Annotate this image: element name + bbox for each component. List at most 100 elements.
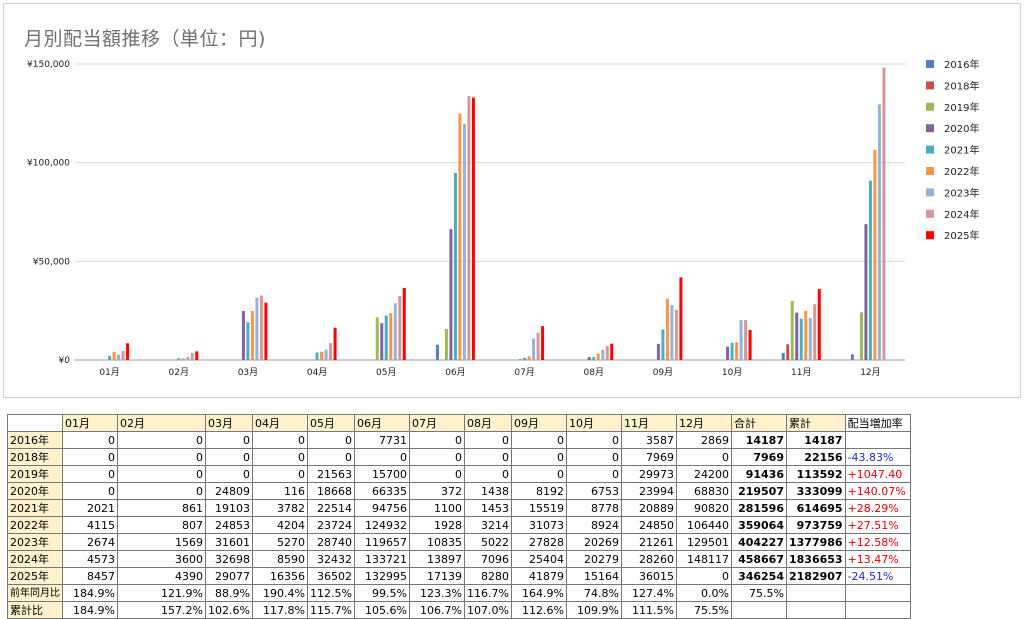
yoy-cell: 116.7% [464, 584, 512, 602]
bar [601, 350, 605, 360]
table-row: 2019年 0 0 0 0 21563 15700 0 0 0 0 29973 24200 91436 11… [7, 465, 911, 483]
bar [444, 329, 448, 360]
column-header: 08月 [464, 414, 512, 432]
bar-chart: ¥0 ¥50,000 ¥100,000 ¥150,000 01月 02月 03月 04月 05月… [27, 58, 979, 378]
table-cell: 0 [117, 448, 206, 466]
table-cell: 23994 [621, 482, 677, 500]
table-cell: 1453 [464, 499, 512, 517]
table-cell: 5022 [464, 533, 512, 551]
column-header: 03月 [205, 414, 253, 432]
table-row: 2025年 8457 4390 29077 16356 36502 132995 17139 8… [7, 567, 911, 585]
table-cell: 129501 [676, 533, 732, 551]
table-cell: 24809 [205, 482, 253, 500]
cumulative-cell: 1377986 [786, 533, 846, 551]
bar [873, 149, 877, 360]
table-corner-cell [7, 414, 63, 432]
table-cell: 21563 [307, 465, 355, 483]
table-cell: 23724 [307, 516, 355, 534]
bar [435, 344, 439, 360]
legend-swatch [926, 81, 934, 90]
table-cell: 0 [62, 482, 118, 500]
bar [384, 315, 388, 360]
table-cell: 7969 [621, 448, 677, 466]
table-cell: 4573 [62, 550, 118, 568]
table-row: 2024年 4573 3600 32698 8590 32432 133721 13897 70… [7, 550, 911, 568]
table-cell: 0 [511, 465, 567, 483]
bar [532, 338, 536, 360]
table-cell: 8280 [464, 567, 512, 585]
table-cell: 3782 [252, 499, 308, 517]
table-cell: 19103 [205, 499, 253, 517]
bar [536, 332, 540, 360]
growth-rate-cell: +140.07% [844, 482, 911, 500]
table-cell: 3214 [464, 516, 512, 534]
table-cell: 0 [409, 448, 465, 466]
table-cell: 1100 [409, 499, 465, 517]
table-cell: 22514 [307, 499, 355, 517]
bar [850, 354, 854, 360]
table-cell: 116 [252, 482, 308, 500]
table-cell: 0 [566, 465, 622, 483]
column-header: 04月 [252, 414, 308, 432]
column-header: 02月 [117, 414, 206, 432]
column-header: 配当増加率 [844, 414, 911, 432]
table-cell: 94756 [354, 499, 410, 517]
table-cell: 2021 [62, 499, 118, 517]
row-label: 2025年 [7, 567, 63, 585]
table-header-row: 01月 02月 03月 04月 05月 06月 07月 08月 09月 10月 11月 12月 合計 累計… [7, 414, 911, 432]
bar [186, 356, 190, 360]
table-cell: 90820 [676, 499, 732, 517]
column-header: 06月 [354, 414, 410, 432]
table-cell: 106440 [676, 516, 732, 534]
legend-label: 2021年 [944, 144, 979, 157]
cumulative-cell: 333099 [786, 482, 846, 500]
table-cell: 7731 [354, 431, 410, 449]
table-cell: 124932 [354, 516, 410, 534]
row-label: 2021年 [7, 499, 63, 517]
table-row: 2016年 0 0 0 0 0 7731 0 0 0 0 3587 2869 14187 14187 [7, 431, 911, 449]
table-cell: 8192 [511, 482, 567, 500]
bar [781, 352, 785, 360]
x-tick-label: 11月 [791, 367, 811, 378]
bar [527, 356, 531, 360]
legend-swatch [926, 145, 934, 154]
total-cell: 281596 [731, 499, 787, 517]
table-cell: 15700 [354, 465, 410, 483]
table-cell: 66335 [354, 482, 410, 500]
table-cell: 8778 [566, 499, 622, 517]
bar [259, 295, 263, 360]
bar [730, 342, 734, 360]
row-label: 2022年 [7, 516, 63, 534]
table-cell: 0 [566, 448, 622, 466]
table-cell: 16356 [252, 567, 308, 585]
bar [859, 312, 863, 360]
table-cell: 10835 [409, 533, 465, 551]
total-cell: 346254 [731, 567, 787, 585]
growth-rate-cell: +27.51% [844, 516, 911, 534]
bar [799, 318, 803, 360]
bar [108, 356, 112, 360]
column-header: 累計 [786, 414, 846, 432]
x-tick-label: 01月 [99, 367, 119, 378]
table-cell: 0 [676, 567, 732, 585]
bar [320, 351, 324, 360]
chart-frame: 月別配当額推移（単位：円) ¥0 ¥50,000 ¥100,000 ¥150,000 0… [3, 3, 1021, 398]
table-cell: 8924 [566, 516, 622, 534]
bar [605, 345, 609, 360]
table-cell: 0 [252, 465, 308, 483]
table-cell [786, 584, 846, 602]
y-tick-label: ¥0 [59, 356, 71, 366]
bar [786, 344, 790, 360]
table-cell [844, 584, 911, 602]
total-cell: 404227 [731, 533, 787, 551]
bar [523, 357, 527, 360]
x-tick-label: 07月 [514, 367, 534, 378]
table-cell: 0 [307, 431, 355, 449]
table-cell: 0 [511, 448, 567, 466]
bar [241, 311, 245, 360]
bar [121, 350, 125, 360]
table-cell: 0 [205, 431, 253, 449]
yoy-cell: 123.3% [409, 584, 465, 602]
bar [795, 312, 799, 360]
table-cell: 17139 [409, 567, 465, 585]
